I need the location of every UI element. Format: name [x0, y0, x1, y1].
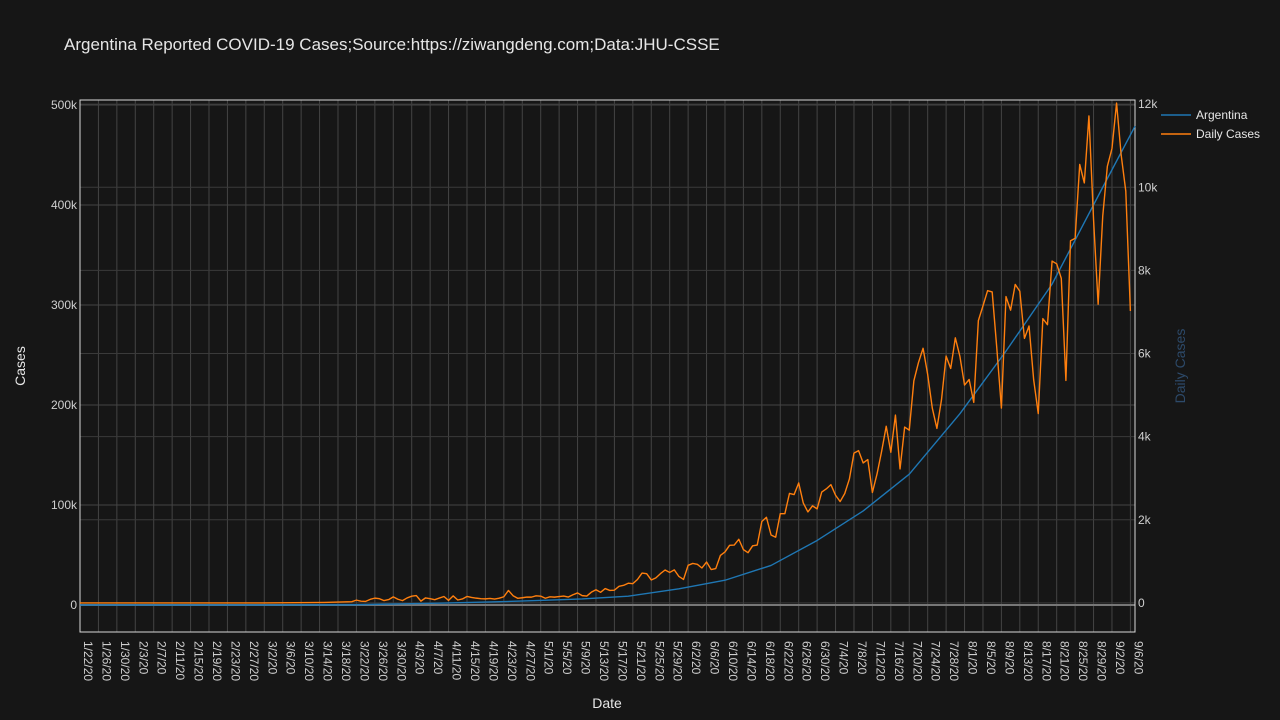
x-tick-label: 8/1/20	[966, 641, 980, 675]
x-tick-label: 7/16/20	[892, 641, 906, 681]
y-tick-label: 200k	[51, 398, 78, 412]
x-tick-label: 7/28/20	[947, 641, 961, 681]
x-tick-label: 7/20/20	[910, 641, 924, 681]
legend[interactable]: Argentina Daily Cases	[1161, 108, 1260, 141]
x-tick-label: 6/14/20	[744, 641, 758, 681]
y2-tick-label: 2k	[1138, 513, 1152, 527]
x-tick-label: 8/13/20	[1021, 641, 1035, 681]
x-tick-label: 5/29/20	[671, 641, 685, 681]
x-tick-label: 6/6/20	[708, 641, 722, 675]
x-tick-label: 1/22/20	[81, 641, 95, 681]
y2-tick-label: 10k	[1138, 180, 1158, 194]
x-tick-label: 6/22/20	[781, 641, 795, 681]
series-layer	[80, 102, 1136, 606]
x-tick-label: 5/17/20	[615, 641, 629, 681]
y2-axis-ticks: 0 2k 4k 6k 8k 10k 12k	[1138, 97, 1158, 610]
x-tick-label: 4/11/20	[450, 641, 464, 680]
legend-label-daily-cases: Daily Cases	[1196, 127, 1260, 141]
x-tick-label: 8/9/20	[1002, 641, 1016, 675]
series-line-argentina	[80, 125, 1136, 606]
y2-tick-label: 0	[1138, 596, 1145, 610]
x-tick-label: 5/25/20	[652, 641, 666, 681]
y2-tick-label: 12k	[1138, 97, 1158, 111]
x-tick-label: 3/6/20	[284, 641, 298, 675]
y2-tick-label: 4k	[1138, 430, 1152, 444]
x-tick-label: 4/15/20	[468, 641, 482, 681]
legend-item-argentina[interactable]: Argentina	[1161, 108, 1248, 122]
x-tick-label: 5/9/20	[579, 641, 593, 675]
x-tick-label: 6/10/20	[726, 641, 740, 681]
x-tick-label: 2/15/20	[192, 641, 206, 681]
x-axis-ticks: 1/22/20 1/26/20 1/30/20 2/3/20 2/7/20 2/11/20…	[81, 641, 1145, 681]
x-tick-label: 5/1/20	[542, 641, 556, 675]
x-tick-label: 8/17/20	[1039, 641, 1053, 681]
plot-area-border	[79, 99, 1136, 633]
x-tick-label: 6/2/20	[689, 641, 703, 675]
x-tick-label: 5/5/20	[560, 641, 574, 675]
y2-tick-label: 8k	[1138, 263, 1152, 277]
x-tick-label: 9/6/20	[1131, 641, 1145, 675]
x-tick-label: 3/26/20	[376, 641, 390, 681]
x-tick-label: 8/25/20	[1076, 641, 1090, 681]
x-tick-label: 2/11/20	[173, 641, 187, 680]
x-tick-label: 8/29/20	[1095, 641, 1109, 681]
y2-tick-label: 6k	[1138, 347, 1152, 361]
x-tick-label: 7/8/20	[855, 641, 869, 675]
chart-title: Argentina Reported COVID-19 Cases;Source…	[64, 35, 720, 54]
x-tick-label: 6/30/20	[818, 641, 832, 681]
x-tick-label: 4/3/20	[413, 641, 427, 675]
series-line-daily-cases	[80, 102, 1132, 604]
legend-label-argentina: Argentina	[1196, 108, 1248, 122]
x-tick-label: 4/27/20	[523, 641, 537, 681]
x-tick-label: 8/5/20	[984, 641, 998, 675]
x-tick-label: 8/21/20	[1058, 641, 1072, 681]
x-tick-label: 6/26/20	[800, 641, 814, 681]
x-tick-label: 1/26/20	[99, 641, 113, 681]
y-axis-title: Cases	[12, 346, 28, 386]
y-tick-label: 400k	[51, 198, 78, 212]
grid-lines	[79, 100, 1135, 632]
y-axis-ticks: 0 100k 200k 300k 400k 500k	[51, 98, 78, 612]
x-tick-label: 4/23/20	[505, 641, 519, 681]
x-tick-label: 2/19/20	[210, 641, 224, 681]
x-tick-label: 2/3/20	[136, 641, 150, 675]
x-axis-title: Date	[592, 695, 622, 711]
x-tick-label: 3/30/20	[394, 641, 408, 681]
x-tick-label: 3/14/20	[321, 641, 335, 681]
x-tick-label: 7/12/20	[873, 641, 887, 681]
y-tick-label: 300k	[51, 298, 78, 312]
x-tick-label: 4/19/20	[486, 641, 500, 681]
y-tick-label: 100k	[51, 498, 78, 512]
legend-item-daily-cases[interactable]: Daily Cases	[1161, 127, 1260, 141]
x-tick-label: 2/23/20	[228, 641, 242, 681]
y-tick-label: 500k	[51, 98, 78, 112]
x-tick-label: 4/7/20	[431, 641, 445, 675]
y-tick-label: 0	[70, 598, 77, 612]
x-tick-label: 5/13/20	[597, 641, 611, 681]
x-tick-label: 3/2/20	[265, 641, 279, 675]
x-tick-label: 3/18/20	[339, 641, 353, 681]
x-tick-label: 3/22/20	[357, 641, 371, 681]
x-tick-label: 9/2/20	[1113, 641, 1127, 675]
x-tick-label: 7/4/20	[837, 641, 851, 675]
x-tick-label: 6/18/20	[763, 641, 777, 681]
x-tick-label: 3/10/20	[302, 641, 316, 681]
x-tick-label: 1/30/20	[118, 641, 132, 681]
x-tick-label: 7/24/20	[929, 641, 943, 681]
y2-axis-title: Daily Cases	[1172, 329, 1188, 404]
x-tick-label: 5/21/20	[634, 641, 648, 681]
x-tick-label: 2/27/20	[247, 641, 261, 681]
x-tick-label: 2/7/20	[155, 641, 169, 675]
